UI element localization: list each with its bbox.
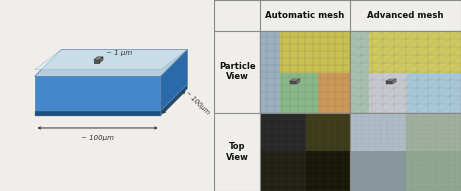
- Polygon shape: [35, 111, 161, 116]
- Polygon shape: [406, 151, 461, 191]
- Polygon shape: [406, 113, 461, 151]
- Polygon shape: [161, 84, 188, 116]
- Polygon shape: [306, 151, 350, 191]
- Polygon shape: [99, 57, 103, 63]
- Text: Advanced mesh: Advanced mesh: [367, 11, 444, 20]
- Polygon shape: [94, 57, 103, 60]
- Polygon shape: [94, 60, 99, 63]
- Text: ~ 100μm: ~ 100μm: [183, 89, 210, 115]
- Polygon shape: [290, 81, 296, 84]
- Polygon shape: [35, 50, 188, 76]
- Polygon shape: [350, 31, 368, 113]
- Polygon shape: [280, 73, 318, 113]
- Text: ~ 100μm: ~ 100μm: [81, 135, 114, 141]
- Polygon shape: [392, 79, 396, 84]
- Polygon shape: [280, 31, 350, 73]
- Polygon shape: [386, 81, 392, 84]
- Polygon shape: [368, 31, 461, 73]
- Polygon shape: [306, 113, 350, 151]
- Polygon shape: [350, 151, 406, 191]
- Polygon shape: [161, 50, 188, 111]
- Polygon shape: [368, 73, 461, 113]
- Text: Particle
View: Particle View: [219, 62, 255, 81]
- Text: ~ 1 μm: ~ 1 μm: [106, 50, 132, 56]
- Polygon shape: [35, 50, 188, 70]
- Polygon shape: [368, 73, 407, 113]
- Text: Automatic mesh: Automatic mesh: [266, 11, 345, 20]
- Polygon shape: [260, 151, 306, 191]
- Polygon shape: [386, 79, 396, 81]
- Text: Top
View: Top View: [226, 142, 248, 162]
- Polygon shape: [35, 76, 161, 111]
- Polygon shape: [280, 73, 350, 113]
- Polygon shape: [260, 31, 280, 113]
- Polygon shape: [290, 79, 300, 81]
- Polygon shape: [260, 113, 306, 151]
- Polygon shape: [350, 113, 406, 151]
- Polygon shape: [296, 79, 300, 84]
